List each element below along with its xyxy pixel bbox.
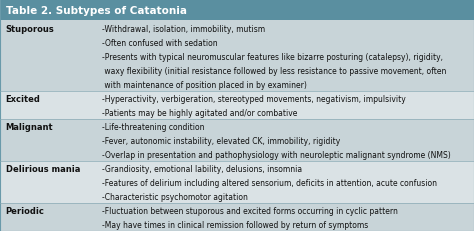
- Text: -Fluctuation between stuporous and excited forms occurring in cyclic pattern: -Fluctuation between stuporous and excit…: [102, 207, 398, 216]
- Bar: [0, 119, 474, 161]
- Text: -Withdrawal, isolation, immobility, mutism: -Withdrawal, isolation, immobility, muti…: [102, 25, 265, 34]
- Text: -Characteristic psychomotor agitation: -Characteristic psychomotor agitation: [102, 192, 248, 201]
- Text: waxy flexibility (initial resistance followed by less resistance to passive move: waxy flexibility (initial resistance fol…: [102, 67, 447, 76]
- Bar: [0, 203, 474, 231]
- Text: -Fever, autonomic instability, elevated CK, immobility, rigidity: -Fever, autonomic instability, elevated …: [102, 137, 340, 146]
- Text: with maintenance of position placed in by examiner): with maintenance of position placed in b…: [102, 81, 307, 90]
- Text: -Life-threatening condition: -Life-threatening condition: [102, 123, 204, 132]
- Text: -Hyperactivity, verbigeration, stereotyped movements, negativism, impulsivity: -Hyperactivity, verbigeration, stereotyp…: [102, 95, 406, 103]
- Text: -Presents with typical neuromuscular features like bizarre posturing (catalepsy): -Presents with typical neuromuscular fea…: [102, 53, 443, 62]
- Text: -Grandiosity, emotional lability, delusions, insomnia: -Grandiosity, emotional lability, delusi…: [102, 164, 302, 173]
- Text: -Features of delirium including altered sensorium, deficits in attention, acute : -Features of delirium including altered …: [102, 179, 437, 188]
- Text: -May have times in clinical remission followed by return of symptoms: -May have times in clinical remission fo…: [102, 220, 368, 229]
- Bar: [0, 91, 474, 119]
- Text: Delirious mania: Delirious mania: [6, 164, 80, 173]
- Bar: [0, 0, 474, 21]
- Text: Periodic: Periodic: [6, 207, 45, 216]
- Text: Malignant: Malignant: [6, 123, 53, 132]
- Bar: [0, 161, 474, 203]
- Text: Excited: Excited: [6, 95, 41, 103]
- Text: Stuporous: Stuporous: [6, 25, 55, 34]
- Text: -Overlap in presentation and pathophysiology with neuroleptic malignant syndrome: -Overlap in presentation and pathophysio…: [102, 151, 451, 160]
- Text: Table 2. Subtypes of Catatonia: Table 2. Subtypes of Catatonia: [6, 6, 187, 16]
- Text: -Often confused with sedation: -Often confused with sedation: [102, 39, 218, 48]
- Text: -Patients may be highly agitated and/or combative: -Patients may be highly agitated and/or …: [102, 109, 297, 118]
- Bar: [0, 21, 474, 91]
